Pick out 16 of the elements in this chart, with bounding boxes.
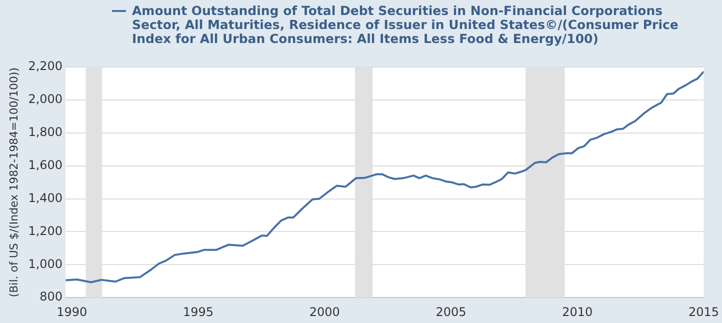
y-tick-label: 2,200 bbox=[28, 59, 63, 74]
x-tick-label: 2015 bbox=[688, 304, 720, 319]
x-tick-label: 2010 bbox=[562, 304, 593, 319]
x-tick-label: 1990 bbox=[56, 304, 88, 319]
y-axis-title: (Bil. of US $/(Index 1982-1984=100/100)) bbox=[7, 67, 20, 298]
y-tick-label: 1,800 bbox=[28, 125, 63, 140]
legend-label: Amount Outstanding of Total Debt Securities in Non-Financial Corporations Sector, All Maturities, Residence of Issuer in United States©/(Consumer Price Index for All Urban Consumers: All Items Less Food & Energy/100) bbox=[132, 3, 680, 46]
y-tick-label: 1,600 bbox=[28, 158, 63, 172]
y-tick-label: 2,000 bbox=[28, 92, 63, 106]
x-tick-label: 2005 bbox=[436, 304, 466, 319]
y-tick-label: 800 bbox=[40, 290, 63, 304]
y-tick-label: 1,200 bbox=[28, 224, 63, 238]
y-tick-label: 1,400 bbox=[28, 190, 63, 205]
y-tick-label: 1,000 bbox=[28, 256, 63, 271]
x-tick-label: 2000 bbox=[309, 304, 340, 319]
x-tick-label: 1995 bbox=[182, 304, 214, 319]
